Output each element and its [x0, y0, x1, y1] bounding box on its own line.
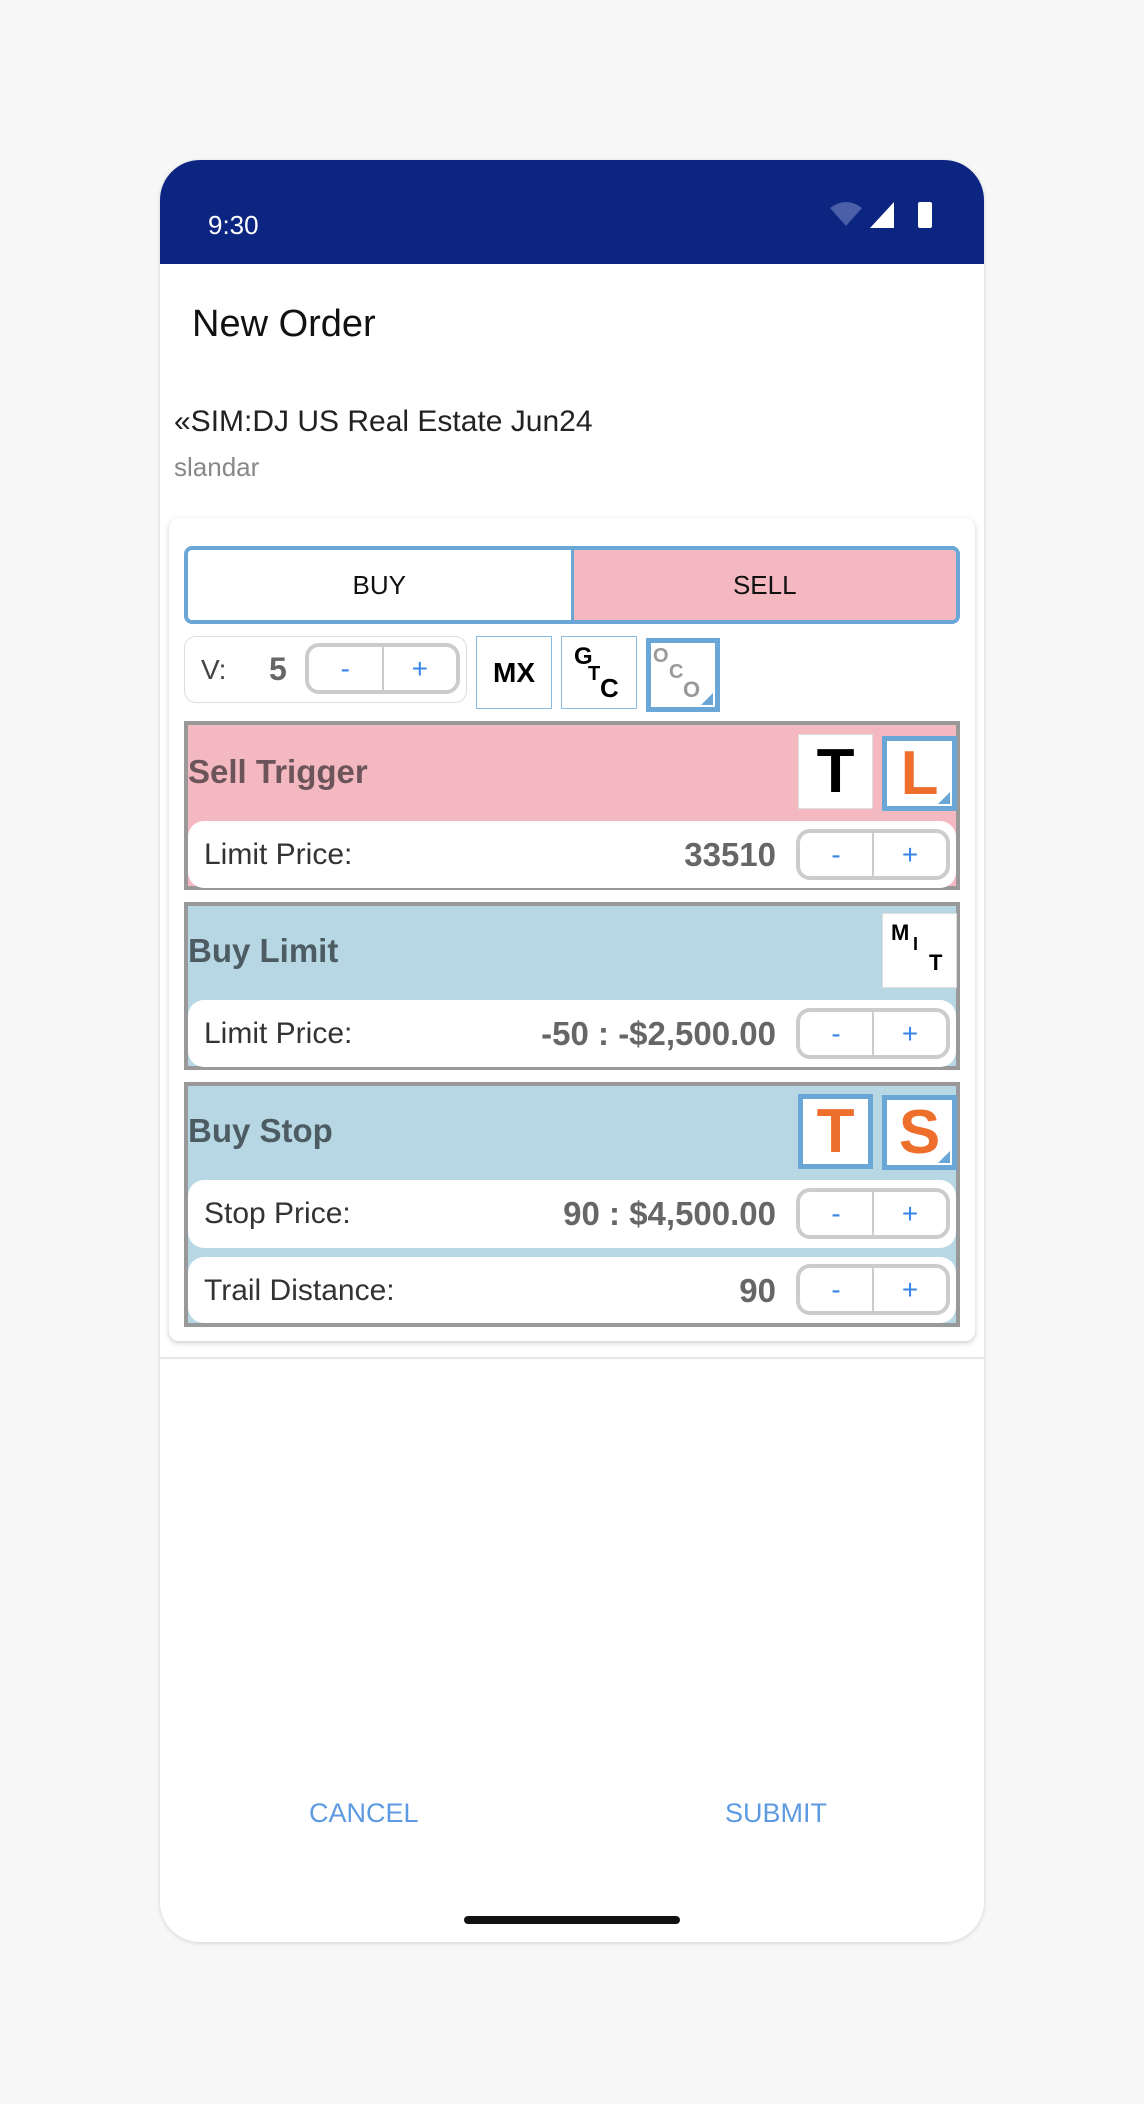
- stop-t-button[interactable]: T: [798, 1094, 873, 1169]
- oco-o1: O: [653, 645, 669, 667]
- side-toggle: BUY SELL: [184, 546, 960, 624]
- plus-button[interactable]: +: [901, 1197, 919, 1229]
- limit-price-label: Limit Price:: [204, 838, 353, 871]
- signal-icon: [870, 202, 894, 228]
- phone-screen: 9:30 New Order «SIM:DJ US Real Estate Ju…: [160, 160, 984, 1942]
- plus-button[interactable]: +: [901, 1017, 919, 1049]
- mit-i: I: [913, 934, 919, 954]
- volume-label: V:: [201, 654, 227, 685]
- limit-price-value[interactable]: 33510: [684, 836, 776, 873]
- buy-limit-section: Buy Limit M I T Limit Price: -50 : -$2,5…: [184, 902, 960, 1070]
- minus-button[interactable]: -: [800, 833, 874, 876]
- account-name: slandar: [174, 452, 260, 482]
- plus-button[interactable]: +: [901, 838, 919, 870]
- buy-limit-price-row: Limit Price: -50 : -$2,500.00 - +: [188, 1000, 956, 1067]
- trail-distance-label: Trail Distance:: [204, 1274, 395, 1307]
- oco-button[interactable]: O C O: [646, 638, 720, 712]
- volume-stepper: - +: [305, 643, 460, 694]
- gtc-t: T: [588, 663, 601, 685]
- trigger-l-button[interactable]: L: [882, 736, 957, 811]
- limit-price-row: Limit Price: 33510 - +: [188, 821, 956, 888]
- minus-button[interactable]: -: [800, 1268, 874, 1311]
- sell-button[interactable]: SELL: [570, 550, 956, 620]
- cancel-button[interactable]: CANCEL: [309, 1798, 419, 1828]
- mit-button[interactable]: M I T: [882, 913, 957, 988]
- volume-control: V: 5 - +: [184, 636, 467, 703]
- wifi-icon: [830, 202, 862, 226]
- stop-price-label: Stop Price:: [204, 1197, 351, 1230]
- trail-distance-value[interactable]: 90: [739, 1272, 776, 1309]
- stop-price-stepper: - +: [796, 1188, 950, 1239]
- submit-button[interactable]: SUBMIT: [725, 1798, 828, 1828]
- gtc-button[interactable]: G T C: [561, 636, 637, 709]
- selected-corner-icon: [938, 792, 950, 804]
- buy-limit-title: Buy Limit: [188, 932, 339, 969]
- status-time: 9:30: [208, 210, 259, 240]
- instrument-name[interactable]: «SIM:DJ US Real Estate Jun24: [174, 405, 593, 438]
- buy-button[interactable]: BUY: [352, 569, 406, 600]
- selected-corner-icon: [701, 693, 713, 705]
- mx-button[interactable]: MX: [476, 636, 552, 709]
- home-indicator[interactable]: [464, 1916, 680, 1924]
- limit-price-stepper: - +: [796, 829, 950, 880]
- limit-price-value[interactable]: -50 : -$2,500.00: [541, 1015, 776, 1052]
- limit-price-stepper: - +: [796, 1008, 950, 1059]
- page-title: New Order: [192, 303, 376, 345]
- status-bar: 9:30: [160, 160, 984, 264]
- plus-button[interactable]: +: [901, 1273, 919, 1305]
- sell-trigger-title: Sell Trigger: [188, 753, 368, 790]
- stop-price-value[interactable]: 90 : $4,500.00: [563, 1195, 776, 1232]
- minus-button[interactable]: -: [800, 1012, 874, 1055]
- gtc-c: C: [600, 673, 619, 703]
- stop-price-row: Stop Price: 90 : $4,500.00 - +: [188, 1180, 956, 1248]
- oco-o2: O: [683, 677, 701, 702]
- trail-distance-stepper: - +: [796, 1264, 950, 1315]
- battery-icon: [918, 202, 932, 228]
- trigger-t-button[interactable]: T: [798, 734, 873, 809]
- sell-trigger-section: Sell Trigger T L Limit Price: 33510 - +: [184, 721, 960, 890]
- limit-price-label: Limit Price:: [204, 1017, 353, 1050]
- mit-t: T: [929, 950, 943, 975]
- stop-s-button[interactable]: S: [882, 1095, 957, 1170]
- status-icons: [830, 202, 932, 228]
- volume-plus-button[interactable]: +: [411, 652, 428, 684]
- volume-value[interactable]: 5: [269, 651, 287, 687]
- trail-distance-row: Trail Distance: 90 - +: [188, 1257, 956, 1323]
- oco-c: C: [669, 661, 684, 683]
- s-label: S: [898, 1098, 941, 1167]
- buy-stop-section: Buy Stop T S Stop Price: 90 : $4,500.00 …: [184, 1082, 960, 1327]
- mit-m: M: [891, 920, 910, 945]
- minus-button[interactable]: -: [800, 1192, 874, 1235]
- volume-minus-button[interactable]: -: [309, 647, 384, 690]
- gtc-g: G: [574, 643, 593, 670]
- selected-corner-icon: [938, 1151, 950, 1163]
- divider: [160, 1357, 984, 1359]
- buy-stop-title: Buy Stop: [188, 1112, 333, 1149]
- l-label: L: [900, 739, 939, 808]
- order-card: BUY SELL V: 5 - + MX G T C O C O Sell Tr…: [169, 518, 975, 1341]
